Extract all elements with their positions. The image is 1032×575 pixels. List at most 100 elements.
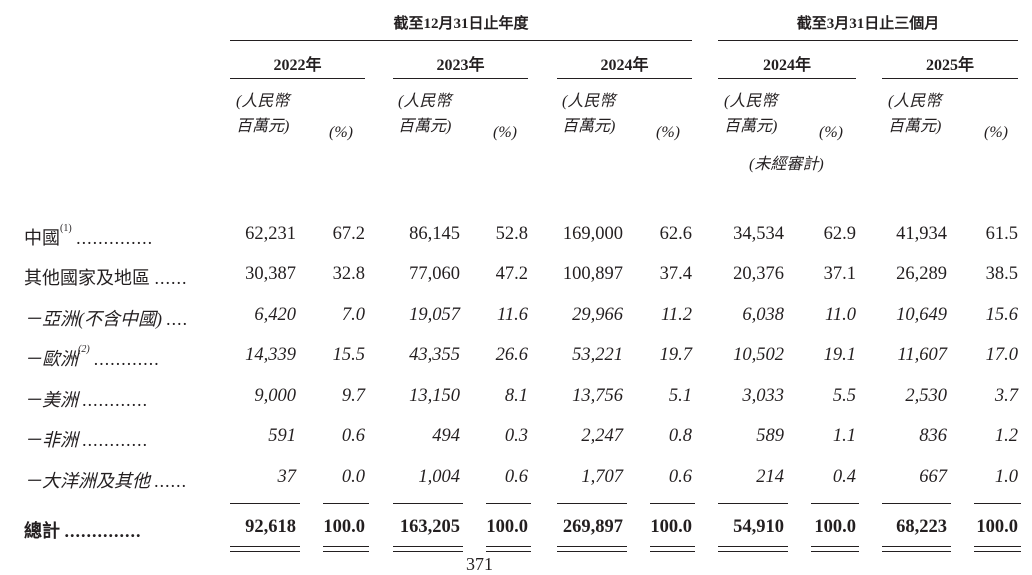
col-header-amount: (人民幣 百萬元)	[562, 93, 616, 135]
year-rule	[393, 78, 528, 79]
year-header-2024: 2024年	[600, 57, 649, 74]
percent-cell: 17.0	[985, 345, 1018, 365]
percent-cell: 5.1	[668, 386, 692, 406]
subtotal-rule	[811, 503, 859, 504]
amount-cell: 26,289	[896, 264, 947, 284]
total-double-rule	[323, 546, 369, 547]
amount-cell: 10,502	[733, 345, 784, 365]
row-label: 其他國家及地區 ......	[24, 268, 188, 288]
total-double-rule	[718, 551, 788, 552]
total-double-rule	[557, 546, 627, 547]
amount-cell: 34,534	[733, 224, 784, 244]
percent-cell: 0.6	[668, 467, 692, 487]
percent-cell: 0.3	[504, 426, 528, 446]
amount-cell: 54,910	[733, 517, 784, 537]
col-header-amount: (人民幣 百萬元)	[398, 93, 452, 135]
percent-cell: 32.8	[332, 264, 365, 284]
subtotal-rule	[557, 503, 627, 504]
group-rule-three-months	[718, 40, 1018, 41]
total-double-rule	[882, 551, 951, 552]
amount-cell: 62,231	[245, 224, 296, 244]
row-label: 總計 ..............	[24, 521, 142, 541]
year-rule	[230, 78, 365, 79]
amount-cell: 20,376	[733, 264, 784, 284]
year-rule	[718, 78, 856, 79]
footnote-marker: (2)	[78, 344, 90, 355]
percent-cell: 5.5	[832, 386, 856, 406]
percent-cell: 15.6	[985, 305, 1018, 325]
row-label: －亞洲(不含中國) ....	[24, 309, 189, 329]
percent-cell: 0.8	[668, 426, 692, 446]
col-header-amount: (人民幣 百萬元)	[888, 93, 942, 135]
total-double-rule	[650, 551, 695, 552]
group-header-three-months: 截至3月31日止三個月	[796, 16, 940, 32]
percent-cell: 100.0	[976, 517, 1018, 537]
year-rule	[557, 78, 692, 79]
total-double-rule	[718, 546, 788, 547]
percent-cell: 8.1	[504, 386, 528, 406]
page-number: 371	[466, 554, 493, 574]
amount-cell: 53,221	[572, 345, 623, 365]
leader-dots: ............	[82, 430, 149, 450]
amount-cell: 169,000	[562, 224, 623, 244]
subtotal-rule	[230, 503, 300, 504]
amount-cell: 13,756	[572, 386, 623, 406]
percent-cell: 1.0	[994, 467, 1018, 487]
subtotal-rule	[650, 503, 695, 504]
amount-cell: 92,618	[245, 517, 296, 537]
amount-cell: 13,150	[409, 386, 460, 406]
footnote-marker: (1)	[60, 223, 72, 234]
total-double-rule	[230, 546, 300, 547]
leader-dots: ......	[154, 471, 188, 491]
amount-cell: 14,339	[245, 345, 296, 365]
amount-cell: 6,038	[742, 305, 784, 325]
total-double-rule	[393, 551, 463, 552]
total-double-rule	[811, 546, 859, 547]
total-double-rule	[486, 546, 531, 547]
amount-cell: 6,420	[254, 305, 296, 325]
subtotal-rule	[323, 503, 369, 504]
col-header-percent: (%)	[819, 124, 843, 141]
amount-cell: 41,934	[896, 224, 947, 244]
percent-cell: 15.5	[332, 345, 365, 365]
percent-cell: 62.6	[659, 224, 692, 244]
percent-cell: 38.5	[985, 264, 1018, 284]
col-header-percent: (%)	[984, 124, 1008, 141]
percent-cell: 19.7	[659, 345, 692, 365]
percent-cell: 1.1	[832, 426, 856, 446]
percent-cell: 7.0	[341, 305, 365, 325]
total-double-rule	[557, 551, 627, 552]
year-header-2023: 2023年	[436, 57, 485, 74]
percent-cell: 61.5	[985, 224, 1018, 244]
total-double-rule	[323, 551, 369, 552]
amount-cell: 77,060	[409, 264, 460, 284]
leader-dots: ......	[154, 268, 188, 288]
percent-cell: 52.8	[495, 224, 528, 244]
leader-dots: ....	[166, 309, 189, 329]
amount-cell: 11,607	[897, 345, 947, 365]
percent-cell: 26.6	[495, 345, 528, 365]
year-header-2024-q1: 2024年	[762, 57, 811, 74]
percent-cell: 1.2	[994, 426, 1018, 446]
leader-dots: ..............	[64, 521, 142, 541]
percent-cell: 37.4	[659, 264, 692, 284]
amount-cell: 9,000	[254, 386, 296, 406]
amount-cell: 494	[432, 426, 460, 446]
percent-cell: 47.2	[495, 264, 528, 284]
amount-cell: 30,387	[245, 264, 296, 284]
percent-cell: 100.0	[486, 517, 528, 537]
year-header-2025-q1: 2025年	[925, 57, 974, 74]
percent-cell: 11.6	[496, 305, 528, 325]
row-label: －非洲 ............	[24, 430, 149, 450]
amount-cell: 100,897	[562, 264, 623, 284]
percent-cell: 100.0	[814, 517, 856, 537]
amount-cell: 1,707	[581, 467, 623, 487]
percent-cell: 0.6	[504, 467, 528, 487]
total-double-rule	[230, 551, 300, 552]
amount-cell: 667	[919, 467, 947, 487]
amount-cell: 591	[268, 426, 296, 446]
col-header-percent: (%)	[493, 124, 517, 141]
total-double-rule	[811, 551, 859, 552]
amount-cell: 19,057	[409, 305, 460, 325]
amount-cell: 2,247	[581, 426, 623, 446]
